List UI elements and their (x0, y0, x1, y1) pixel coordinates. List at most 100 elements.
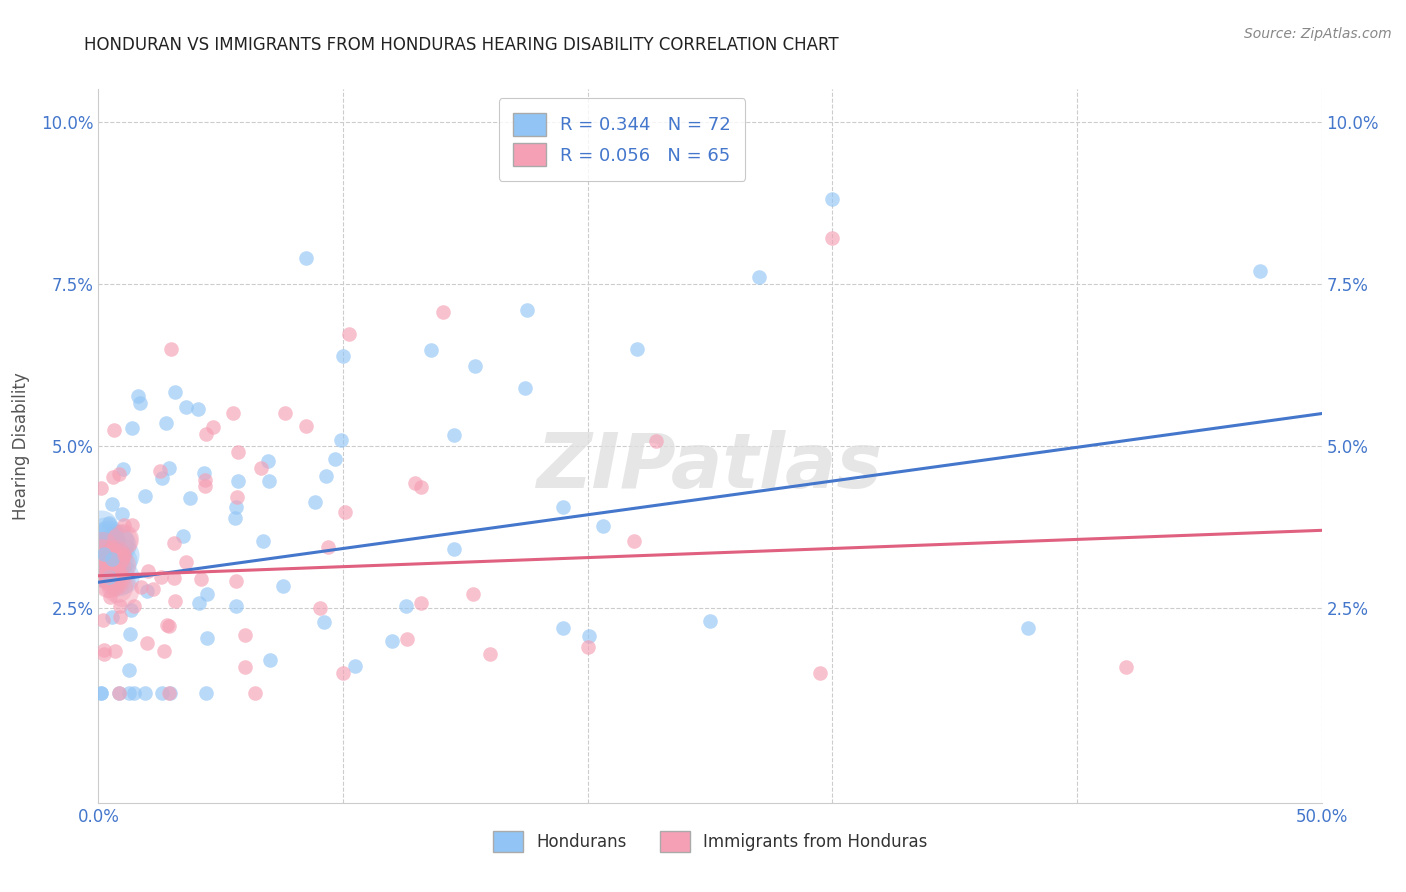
Point (98, 551, 121, 566)
Point (644, 434, 666, 449)
Point (478, 647, 501, 661)
Point (314, 615, 336, 630)
Point (104, 643, 127, 657)
Y-axis label: Hearing Disability: Hearing Disability (11, 372, 30, 520)
Point (111, 548, 134, 562)
Point (174, 555, 197, 569)
Point (226, 444, 249, 458)
Point (93, 547, 115, 561)
Point (821, 231, 844, 245)
Point (163, 593, 186, 607)
Point (194, 427, 217, 442)
Point (233, 628, 256, 642)
Point (304, 495, 326, 509)
Point (195, 587, 218, 601)
Point (443, 428, 465, 442)
Point (225, 574, 247, 589)
Point (411, 480, 433, 494)
Point (271, 579, 294, 593)
Point (97, 574, 120, 589)
Point (96, 569, 118, 583)
Point (93, 526, 115, 541)
Point (553, 621, 575, 635)
Point (295, 418, 318, 433)
Point (592, 519, 614, 533)
Point (343, 659, 366, 673)
Point (190, 572, 212, 586)
Point (157, 619, 180, 633)
Point (107, 539, 129, 553)
Point (1249, 264, 1271, 278)
Point (112, 462, 135, 476)
Point (748, 270, 770, 285)
Point (315, 469, 337, 483)
Point (432, 305, 454, 319)
Point (108, 685, 131, 699)
Point (97, 530, 120, 544)
Point (149, 464, 172, 478)
Point (149, 569, 172, 583)
Point (93, 642, 115, 657)
Point (153, 644, 176, 658)
Point (163, 384, 186, 399)
Point (91, 555, 114, 569)
Point (329, 433, 352, 447)
Text: Source: ZipAtlas.com: Source: ZipAtlas.com (1244, 27, 1392, 41)
Point (461, 587, 484, 601)
Point (160, 343, 183, 357)
Point (136, 583, 159, 598)
Point (134, 490, 156, 504)
Point (1115, 659, 1137, 673)
Point (195, 632, 218, 646)
Point (105, 536, 128, 550)
Point (103, 423, 125, 437)
Point (108, 599, 131, 614)
Point (159, 685, 181, 699)
Point (90, 481, 112, 495)
Point (103, 470, 125, 484)
Point (108, 685, 131, 699)
Point (111, 507, 134, 521)
Point (249, 461, 271, 475)
Point (226, 474, 249, 488)
Point (127, 388, 149, 402)
Point (626, 342, 648, 356)
Point (179, 491, 201, 505)
Point (332, 666, 354, 681)
Point (90, 541, 112, 556)
Point (90, 540, 112, 554)
Point (128, 396, 150, 410)
Point (335, 505, 357, 519)
Point (112, 549, 135, 563)
Point (105, 580, 128, 594)
Point (96, 531, 118, 545)
Point (107, 467, 129, 482)
Point (395, 599, 418, 613)
Point (120, 603, 142, 617)
Point (90, 685, 112, 699)
Point (93, 648, 115, 662)
Point (118, 685, 141, 699)
Point (90, 685, 112, 699)
Point (808, 666, 831, 681)
Point (98, 516, 121, 530)
Point (136, 636, 159, 650)
Point (142, 582, 165, 596)
Point (187, 402, 209, 417)
Point (194, 479, 217, 493)
Point (155, 618, 177, 632)
Point (1017, 621, 1039, 635)
Point (464, 359, 486, 373)
Point (332, 350, 354, 364)
Point (202, 420, 225, 434)
Point (337, 327, 360, 342)
Point (172, 529, 194, 543)
Point (194, 473, 217, 487)
Point (105, 554, 128, 568)
Point (110, 609, 132, 624)
Point (101, 552, 124, 566)
Point (513, 380, 536, 394)
Point (101, 570, 124, 584)
Point (122, 599, 145, 613)
Point (98, 590, 121, 604)
